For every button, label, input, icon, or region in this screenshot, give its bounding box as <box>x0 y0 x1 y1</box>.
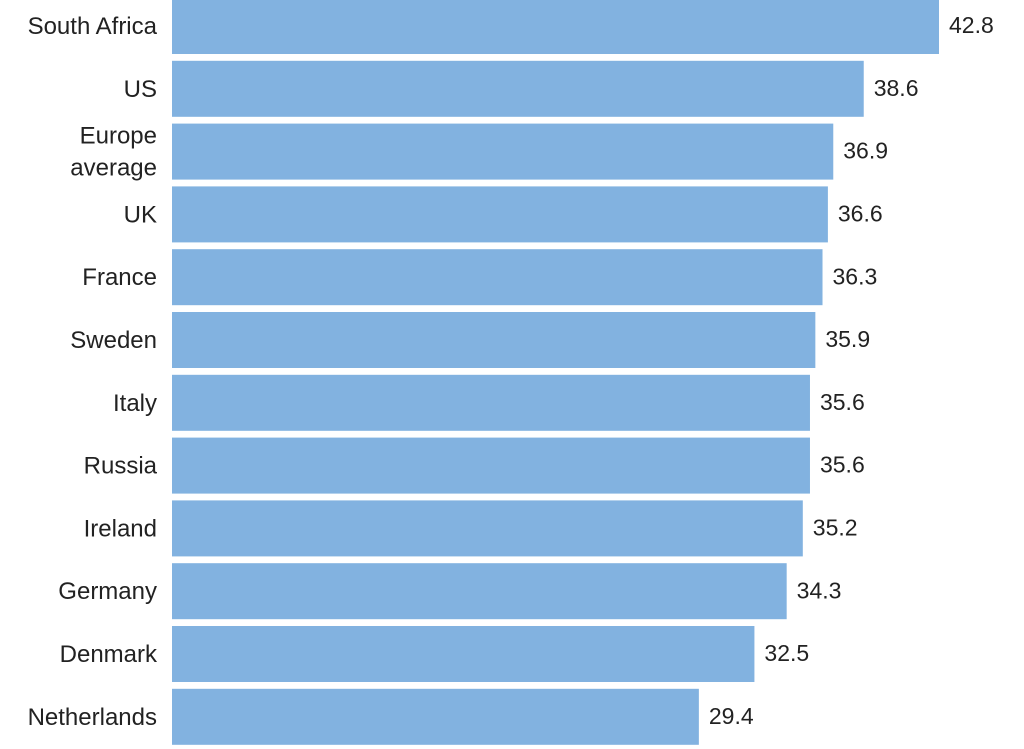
bars-layer <box>172 0 939 745</box>
category-label-line: Germany <box>58 578 157 605</box>
category-label-line: Sweden <box>70 327 157 354</box>
category-label: UK <box>124 201 157 228</box>
data-label: 36.3 <box>833 263 878 289</box>
category-label-line: US <box>124 76 157 103</box>
category-label-line: UK <box>124 201 157 228</box>
data-label: 35.2 <box>813 514 858 540</box>
category-label-line: Italy <box>113 390 157 417</box>
category-label: Ireland <box>84 515 157 542</box>
bar <box>172 123 834 180</box>
category-label: Denmark <box>60 641 158 668</box>
data-label: 42.8 <box>949 12 994 38</box>
category-label: Russia <box>84 453 158 480</box>
bar <box>172 312 816 368</box>
category-label: Netherlands <box>28 704 157 731</box>
data-label: 34.3 <box>797 577 842 603</box>
labels-layer: 42.8 South Africa 38.6 US 36.9 Europe average 3… <box>28 12 994 731</box>
data-label: 36.9 <box>843 138 888 164</box>
bar <box>172 60 864 117</box>
category-label: South Africa <box>28 13 158 40</box>
category-label: Sweden <box>70 327 157 354</box>
bar <box>172 500 803 557</box>
data-label: 35.6 <box>820 452 865 478</box>
bar <box>172 626 755 682</box>
category-label: Italy <box>113 390 157 417</box>
category-label-line: average <box>70 155 157 182</box>
bar <box>172 186 828 243</box>
category-label-line: Netherlands <box>28 704 157 731</box>
bar <box>172 563 787 620</box>
bar <box>172 437 810 494</box>
data-label: 38.6 <box>874 75 919 101</box>
bar <box>172 249 823 306</box>
category-label: Europe average <box>70 123 157 182</box>
category-label: Germany <box>58 578 157 605</box>
category-label-line: Denmark <box>60 641 158 668</box>
data-label: 32.5 <box>764 640 809 666</box>
data-label: 36.6 <box>838 200 883 226</box>
bar <box>172 688 699 745</box>
category-label-line: France <box>82 264 157 291</box>
data-label: 35.6 <box>820 389 865 415</box>
data-label: 35.9 <box>825 326 870 352</box>
category-label-line: Russia <box>84 453 158 480</box>
bar <box>172 374 810 431</box>
category-label-line: Europe <box>80 123 157 150</box>
category-label-line: South Africa <box>28 13 158 40</box>
category-label: US <box>124 76 157 103</box>
category-label: France <box>82 264 157 291</box>
category-label-line: Ireland <box>84 515 157 542</box>
bar <box>172 0 939 54</box>
data-label: 29.4 <box>709 703 754 729</box>
